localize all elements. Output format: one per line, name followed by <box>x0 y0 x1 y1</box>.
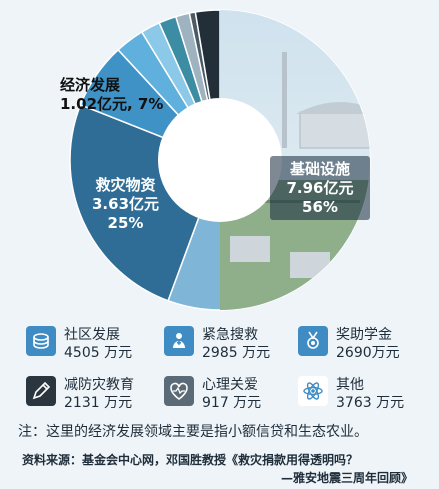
relief-slice-label: 救灾物资 3.63亿元 25% <box>92 176 159 233</box>
category-name: 社区发展 <box>64 327 120 343</box>
donut-chart-svg <box>69 9 371 311</box>
coins-icon <box>26 326 56 356</box>
category-amount: 3763 万元 <box>336 395 405 411</box>
econ-label-name: 经济发展 <box>60 76 121 94</box>
footnote: 注：这里的经济发展领域主要是指小额信贷和生态农业。 <box>18 424 368 440</box>
infra-label-backdrop <box>270 156 370 220</box>
source-line-1: 资料来源：基金会中心网，邓国胜教授《救灾捐款用得透明吗？ <box>22 453 359 467</box>
category-item: 心理关爱 917 万元 <box>164 374 294 418</box>
infra-label-value: 7.96亿元 <box>286 179 354 197</box>
category-amount: 2690万元 <box>336 345 400 361</box>
category-name: 其他 <box>336 377 364 393</box>
heart-pulse-icon <box>164 376 194 406</box>
category-item: 社区发展 4505 万元 <box>26 324 156 368</box>
donut-chart: 经济发展 1.02亿元, 7% 救灾物资 3.63亿元 25% 基础设施 7.9… <box>60 9 371 311</box>
photo-building <box>299 111 370 149</box>
relief-label-value: 3.63亿元 <box>92 195 160 213</box>
category-name: 减防灾教育 <box>64 377 134 393</box>
atom-icon <box>298 376 328 406</box>
category-name: 心理关爱 <box>202 377 258 393</box>
category-name: 紧急搜救 <box>202 327 258 343</box>
infra-label-percent: 56% <box>302 198 338 216</box>
category-item: 其他 3763 万元 <box>298 374 428 418</box>
photo-tank <box>230 236 270 262</box>
category-amount: 917 万元 <box>202 395 262 411</box>
category-amount: 2131 万元 <box>64 395 133 411</box>
photo-chimney <box>282 52 287 148</box>
category-amount: 4505 万元 <box>64 345 133 361</box>
econ-slice-label: 经济发展 1.02亿元, 7% <box>60 76 163 114</box>
category-item: 紧急搜救 2985 万元 <box>164 324 294 368</box>
category-item: 奖助学金 2690万元 <box>298 324 428 368</box>
category-name: 奖助学金 <box>336 327 392 343</box>
photo-tank <box>290 252 330 278</box>
relief-label-name: 救灾物资 <box>95 176 156 194</box>
econ-label-value: 1.02亿元, 7% <box>60 95 164 113</box>
pencil-icon <box>26 376 56 406</box>
source-line-2: —雅安地震三周年回顾》 <box>280 471 413 485</box>
infra-slice-label: 基础设施 7.96亿元 56% <box>276 160 364 217</box>
rescue-icon <box>164 326 194 356</box>
category-amount: 2985 万元 <box>202 345 271 361</box>
category-item: 减防灾教育 2131 万元 <box>26 374 156 418</box>
infra-label-name: 基础设施 <box>289 160 350 178</box>
donut-hole <box>158 98 282 222</box>
medal-icon <box>298 326 328 356</box>
relief-label-percent: 25% <box>107 214 144 232</box>
